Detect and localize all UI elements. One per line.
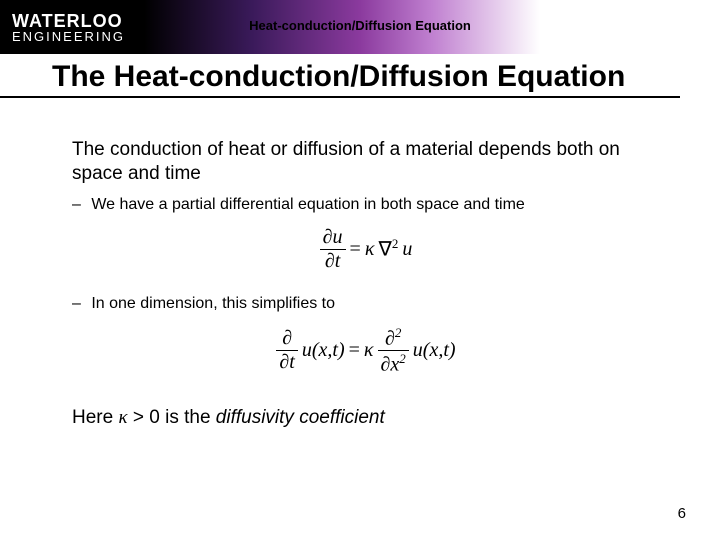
eq2-rhs-num: ∂2 <box>378 325 409 352</box>
eq2-equals: = <box>349 339 360 362</box>
eq1-lhs-den: ∂t <box>320 250 346 273</box>
eq1-lhs-num: ∂u <box>320 226 346 250</box>
eq1-nabla: ∇ <box>378 239 391 261</box>
bullet-1: We have a partial differential equation … <box>72 196 660 214</box>
eq1-nabla-group: ∇2 <box>378 236 398 262</box>
eq1-u: u <box>402 238 412 261</box>
bullet-2: In one dimension, this simplifies to <box>72 295 660 313</box>
header-subtitle: Heat-conduction/Diffusion Equation <box>0 18 720 33</box>
intro-paragraph: The conduction of heat or diffusion of a… <box>72 138 660 186</box>
closing-term: diffusivity coefficient <box>216 407 385 428</box>
closing-line: Here κ > 0 is the diffusivity coefficien… <box>72 399 660 429</box>
eq2-kappa: κ <box>364 339 374 362</box>
equation-1: ∂u ∂t = κ ∇2 u <box>72 226 660 273</box>
eq2-lhs-func: u(x,t) <box>302 339 345 362</box>
eq1-lhs-fraction: ∂u ∂t <box>320 226 346 273</box>
eq2-rhs-den-sup: 2 <box>399 351 406 366</box>
eq2-rhs-func: u(x,t) <box>413 339 456 362</box>
eq2-rhs-num-d: ∂ <box>385 327 395 349</box>
header-band: WATERLOO ENGINEERING Heat-conduction/Dif… <box>0 0 720 54</box>
equation-2: ∂ ∂t u(x,t) = κ ∂2 ∂x2 u(x,t) <box>72 325 660 377</box>
eq2-lhs-fraction: ∂ ∂t <box>276 327 297 374</box>
eq2-lhs-num: ∂ <box>276 327 297 351</box>
closing-mid: > 0 is the <box>128 407 216 428</box>
closing-kappa: κ <box>118 407 127 428</box>
eq1-equals: = <box>350 238 361 261</box>
eq2-rhs-num-sup: 2 <box>395 325 402 340</box>
eq2-rhs-fraction: ∂2 ∂x2 <box>378 325 409 377</box>
eq1-sup: 2 <box>392 236 399 251</box>
page-title: The Heat-conduction/Diffusion Equation <box>0 54 680 98</box>
page-number: 6 <box>678 505 686 522</box>
closing-pre: Here <box>72 407 118 428</box>
content-area: The conduction of heat or diffusion of a… <box>0 98 720 429</box>
eq2-rhs-den-dx: ∂x <box>381 354 400 376</box>
eq1-kappa: κ <box>365 238 375 261</box>
eq2-lhs-den: ∂t <box>276 351 297 374</box>
eq2-rhs-den: ∂x2 <box>378 351 409 377</box>
